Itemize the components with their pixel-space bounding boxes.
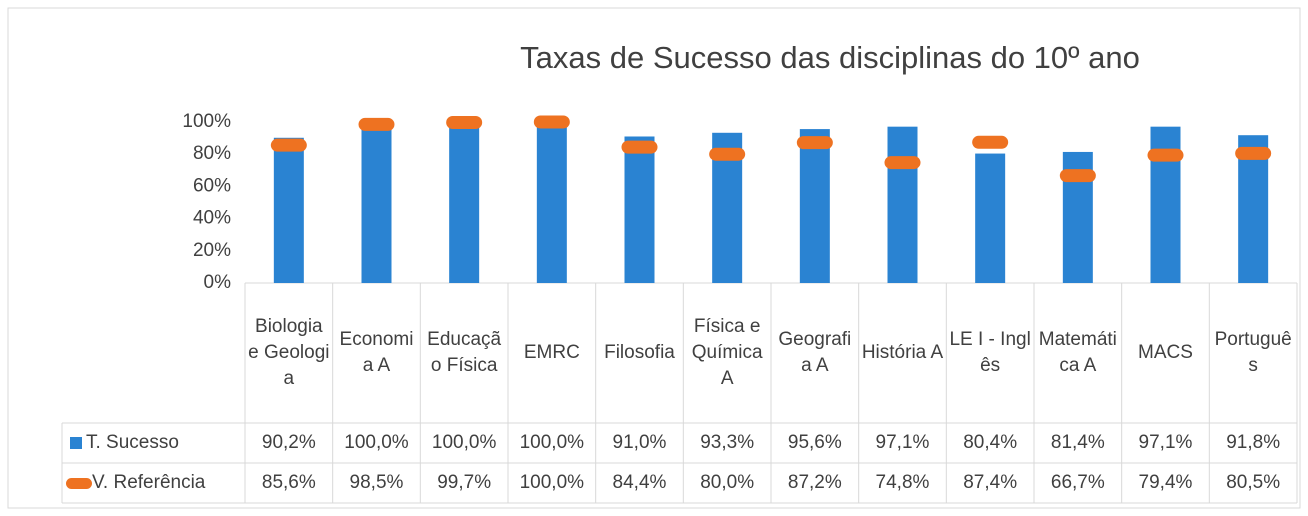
category-label: Biologia e Geologia <box>248 316 330 389</box>
marker <box>1147 148 1184 162</box>
bar <box>624 136 655 283</box>
value-label: 100,0% <box>519 432 585 453</box>
category-label: Educação Física <box>427 329 502 376</box>
legend-key <box>70 437 82 449</box>
marker <box>796 136 833 150</box>
value-label: 80,0% <box>700 472 755 493</box>
value-label: 99,7% <box>437 472 492 493</box>
value-label: 100,0% <box>431 432 497 453</box>
y-tick-label: 20% <box>193 240 231 261</box>
value-label: 84,4% <box>612 472 667 493</box>
value-label: 93,3% <box>700 432 755 453</box>
bar <box>273 137 304 283</box>
bar <box>975 153 1006 283</box>
value-label: 100,0% <box>519 472 585 493</box>
value-label: 80,5% <box>1226 472 1281 493</box>
y-tick-label: 100% <box>182 111 231 132</box>
category-label: LE I - Inglês <box>949 329 1031 376</box>
value-label: 66,7% <box>1050 472 1105 493</box>
legend-entry: T. Sucesso <box>62 423 245 463</box>
category-label: Matemática A <box>1038 329 1117 376</box>
category-label: Geografia A <box>778 329 852 376</box>
value-label: 85,6% <box>261 472 316 493</box>
y-tick-label: 80% <box>193 143 231 164</box>
marker <box>533 115 570 129</box>
category-label: Filosofia <box>604 342 675 363</box>
bar <box>536 122 567 283</box>
value-label: 81,4% <box>1050 432 1105 453</box>
marker <box>884 156 921 170</box>
value-label: 74,8% <box>875 472 930 493</box>
y-tick-label: 60% <box>193 175 231 196</box>
value-label: 100,0% <box>344 432 409 453</box>
value-label: 91,8% <box>1226 432 1281 453</box>
category-label: Física e Química A <box>691 316 763 389</box>
value-label: 95,6% <box>787 432 842 453</box>
value-label: 91,0% <box>612 432 667 453</box>
bar <box>799 129 830 283</box>
category-label: EMRC <box>523 342 580 363</box>
marker <box>446 115 483 129</box>
legend-label: T. Sucesso <box>86 432 179 453</box>
marker <box>709 147 746 161</box>
value-label: 90,2% <box>261 432 316 453</box>
legend-key <box>66 477 92 489</box>
value-label: 97,1% <box>875 432 930 453</box>
marker <box>358 117 395 131</box>
value-label: 80,4% <box>963 432 1018 453</box>
marker <box>972 135 1009 149</box>
chart-title: Taxas de Sucesso das disciplinas do 10º … <box>520 40 1140 75</box>
marker <box>270 138 307 152</box>
category-label: Economia A <box>339 329 414 376</box>
value-label: 87,4% <box>963 472 1018 493</box>
bar <box>449 122 480 283</box>
category-label: História A <box>861 342 944 363</box>
chart-border <box>7 7 1301 509</box>
bar <box>361 122 392 283</box>
marker <box>1059 169 1096 183</box>
legend-label: V. Referência <box>92 472 206 493</box>
category-label: Português <box>1214 329 1292 376</box>
bar <box>887 126 918 283</box>
value-label: 79,4% <box>1138 472 1193 493</box>
y-tick-label: 40% <box>193 208 231 229</box>
value-label: 87,2% <box>787 472 842 493</box>
category-label: MACS <box>1138 342 1193 363</box>
marker <box>1235 146 1272 160</box>
value-label: 97,1% <box>1138 432 1193 453</box>
legend-entry: V. Referência <box>62 463 245 503</box>
value-label: 98,5% <box>349 472 404 493</box>
y-tick-label: 0% <box>204 272 232 293</box>
marker <box>621 140 658 154</box>
